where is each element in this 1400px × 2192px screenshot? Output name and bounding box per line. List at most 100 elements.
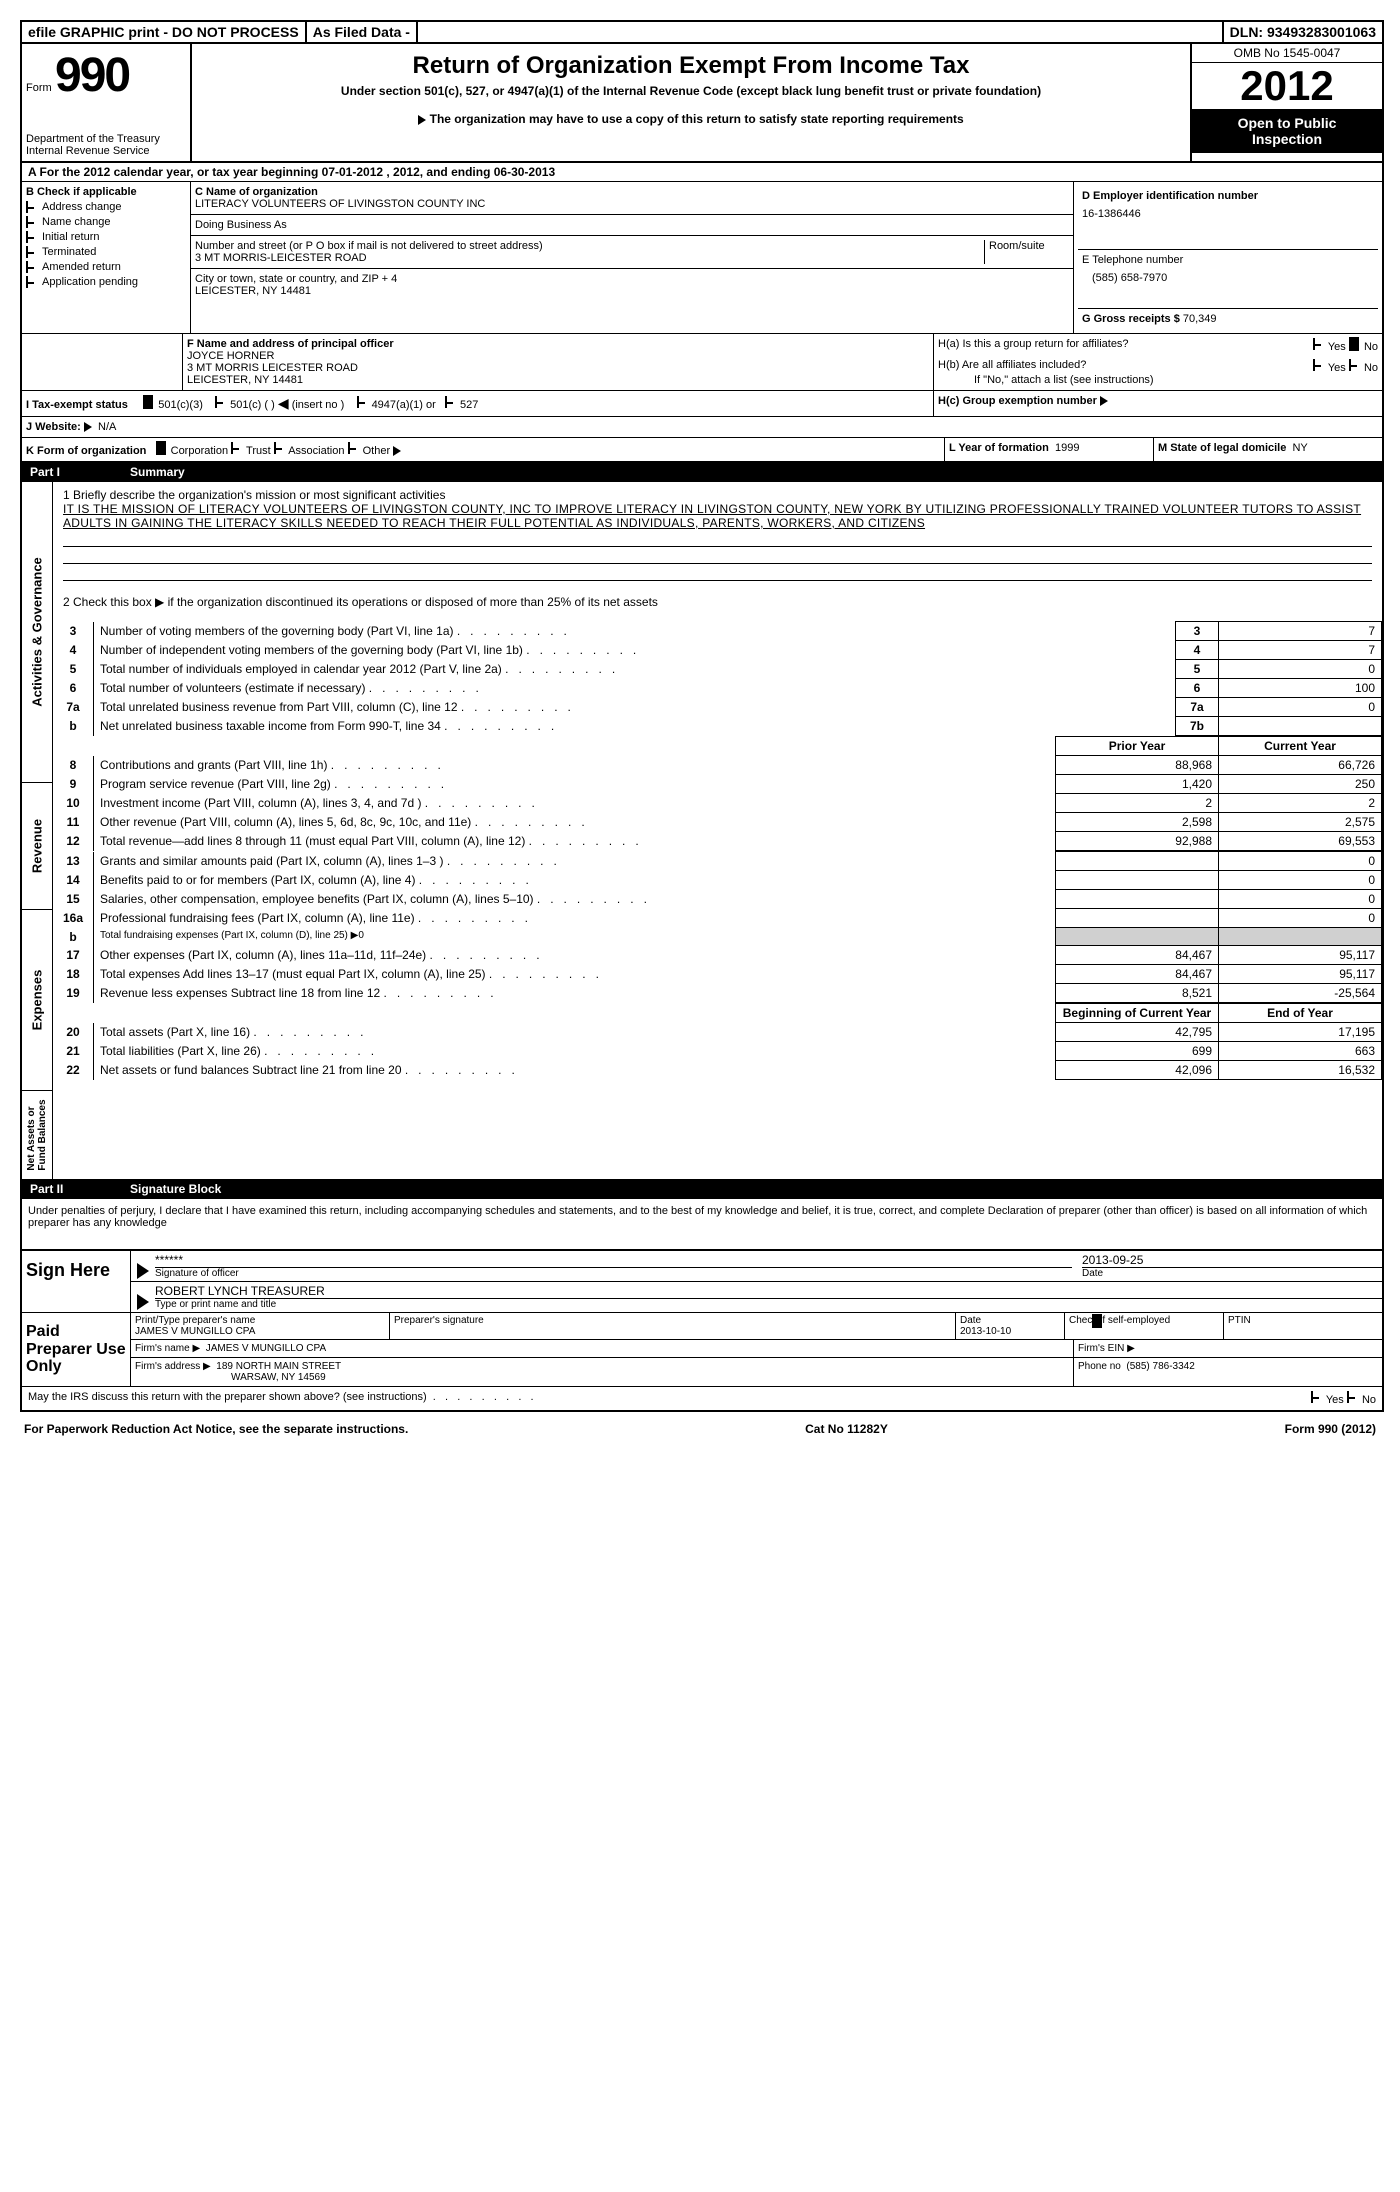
k-assoc-checkbox[interactable] (274, 442, 286, 454)
prior-year-header: Prior Year (1056, 737, 1219, 756)
check-address-change[interactable]: Address change (26, 201, 186, 213)
footer-left: For Paperwork Reduction Act Notice, see … (24, 1422, 408, 1436)
table-row: 12 Total revenue—add lines 8 through 11 … (53, 832, 1382, 851)
officer-name-label: Type or print name and title (155, 1298, 1382, 1310)
website-value: N/A (98, 421, 116, 433)
table-row: 5 Total number of individuals employed i… (53, 660, 1382, 679)
column-b-checkboxes: B Check if applicable Address change Nam… (22, 182, 191, 333)
c-name-label: C Name of organization (195, 186, 1069, 198)
k-other-checkbox[interactable] (348, 442, 360, 454)
ha-no-checkbox[interactable] (1349, 339, 1361, 351)
gross-receipts-label: G Gross receipts $ (1082, 313, 1180, 325)
sign-date-label: Date (1082, 1267, 1382, 1279)
firm-phone-label: Phone no (1078, 1361, 1121, 1372)
side-revenue: Revenue (22, 783, 53, 910)
hc-label: H(c) Group exemption number (938, 395, 1097, 407)
spacer (418, 22, 1224, 42)
l-value: 1999 (1055, 442, 1079, 454)
i-4947-checkbox[interactable] (357, 396, 369, 408)
dba-label: Doing Business As (195, 219, 1069, 231)
k-label: K Form of organization (26, 445, 146, 457)
arrow-icon (84, 422, 92, 432)
officer-sig-stars: ****** (155, 1253, 1072, 1267)
m-value: NY (1292, 442, 1307, 454)
check-name-change[interactable]: Name change (26, 216, 186, 228)
table-row: 6 Total number of volunteers (estimate i… (53, 679, 1382, 698)
check-terminated[interactable]: Terminated (26, 246, 186, 258)
arrow-icon (1100, 396, 1108, 406)
preparer-name: JAMES V MUNGILLO CPA (135, 1326, 385, 1337)
gross-receipts-value: 70,349 (1183, 313, 1217, 325)
table-row: 4 Number of independent voting members o… (53, 641, 1382, 660)
table-row: 7a Total unrelated business revenue from… (53, 698, 1382, 717)
mission-label: 1 Briefly describe the organization's mi… (63, 488, 1372, 502)
k-corp-checkbox[interactable] (156, 443, 168, 455)
part-1-num: Part I (30, 465, 110, 479)
ha-label: H(a) Is this a group return for affiliat… (938, 338, 1129, 353)
k-trust-checkbox[interactable] (231, 442, 243, 454)
discuss-no-checkbox[interactable] (1347, 1391, 1359, 1403)
firm-addr-label: Firm's address ▶ (135, 1361, 211, 1372)
firm-addr2: WARSAW, NY 14569 (231, 1372, 326, 1383)
i-501c-checkbox[interactable] (215, 396, 227, 408)
ein-label: D Employer identification number (1082, 190, 1374, 202)
end-year-header: End of Year (1219, 1004, 1382, 1023)
sign-here-label: Sign Here (22, 1251, 131, 1312)
part-1-title: Summary (130, 465, 185, 479)
phone-value: (585) 658-7970 (1082, 272, 1374, 284)
table-row: 8 Contributions and grants (Part VIII, l… (53, 756, 1382, 775)
form-number: 990 (55, 49, 129, 102)
hb-yes-checkbox[interactable] (1313, 359, 1325, 371)
line-2: 2 Check this box ▶ if the organization d… (53, 589, 1382, 621)
f-spacer (22, 334, 183, 390)
form-note: The organization may have to use a copy … (212, 112, 1170, 126)
table-row: 15 Salaries, other compensation, employe… (53, 890, 1382, 909)
city-state-zip: LEICESTER, NY 14481 (195, 285, 1069, 297)
header-row: Form 990 Department of the Treasury Inte… (22, 44, 1382, 163)
side-expenses: Expenses (22, 910, 53, 1091)
tax-year: 2012 (1192, 63, 1382, 109)
hb-label: H(b) Are all affiliates included? (938, 359, 1086, 374)
header-left: Form 990 Department of the Treasury Inte… (22, 44, 192, 161)
i-501c3-checkbox[interactable] (143, 397, 155, 409)
part-1-header: Part I Summary (22, 462, 1382, 482)
check-initial-return[interactable]: Initial return (26, 231, 186, 243)
l-label: L Year of formation (949, 442, 1049, 454)
ptin-label: PTIN (1224, 1313, 1382, 1339)
arrow-icon (418, 115, 426, 125)
table-row: b Total fundraising expenses (Part IX, c… (53, 928, 1382, 946)
summary-body: Activities & Governance Revenue Expenses… (22, 482, 1382, 1179)
part-2-num: Part II (30, 1182, 110, 1196)
footer-right: Form 990 (2012) (1285, 1422, 1376, 1436)
form-990-page: efile GRAPHIC print - DO NOT PROCESS As … (20, 20, 1384, 1412)
form-word: Form (26, 82, 52, 94)
j-label: J Website: (26, 421, 81, 433)
discuss-yes-checkbox[interactable] (1311, 1391, 1323, 1403)
table-row: 21 Total liabilities (Part X, line 26) 6… (53, 1042, 1382, 1061)
net-assets-table: Beginning of Current Year End of Year 20… (53, 1003, 1382, 1080)
org-name: LITERACY VOLUNTEERS OF LIVINGSTON COUNTY… (195, 198, 1069, 210)
hb-no-checkbox[interactable] (1349, 359, 1361, 371)
arrow-icon (137, 1263, 149, 1279)
open-to-public: Open to Public Inspection (1192, 109, 1382, 153)
check-amended[interactable]: Amended return (26, 261, 186, 273)
firm-name-label: Firm's name ▶ (135, 1343, 200, 1354)
side-net-assets: Net Assets or Fund Balances (22, 1091, 53, 1179)
discuss-label: May the IRS discuss this return with the… (28, 1391, 427, 1403)
table-row: 10 Investment income (Part VIII, column … (53, 794, 1382, 813)
i-527-checkbox[interactable] (445, 396, 457, 408)
ein-value: 16-1386446 (1082, 208, 1374, 220)
hb-note: If "No," attach a list (see instructions… (938, 374, 1378, 386)
check-pending[interactable]: Application pending (26, 276, 186, 288)
revenue-table: Prior Year Current Year 8 Contributions … (53, 736, 1382, 851)
expenses-table: 13 Grants and similar amounts paid (Part… (53, 851, 1382, 1003)
ha-yes-checkbox[interactable] (1313, 338, 1325, 350)
header-center: Return of Organization Exempt From Incom… (192, 44, 1192, 161)
sign-here-block: Sign Here ****** Signature of officer 20… (22, 1251, 1382, 1313)
column-f: F Name and address of principal officer … (183, 334, 934, 390)
mission-text: IT IS THE MISSION OF LITERACY VOLUNTEERS… (63, 502, 1372, 530)
i-row: I Tax-exempt status 501(c)(3) 501(c) ( )… (22, 391, 1382, 417)
self-employed-checkbox[interactable] (1092, 1316, 1104, 1328)
table-row: 3 Number of voting members of the govern… (53, 622, 1382, 641)
i-label: I Tax-exempt status (26, 399, 128, 411)
